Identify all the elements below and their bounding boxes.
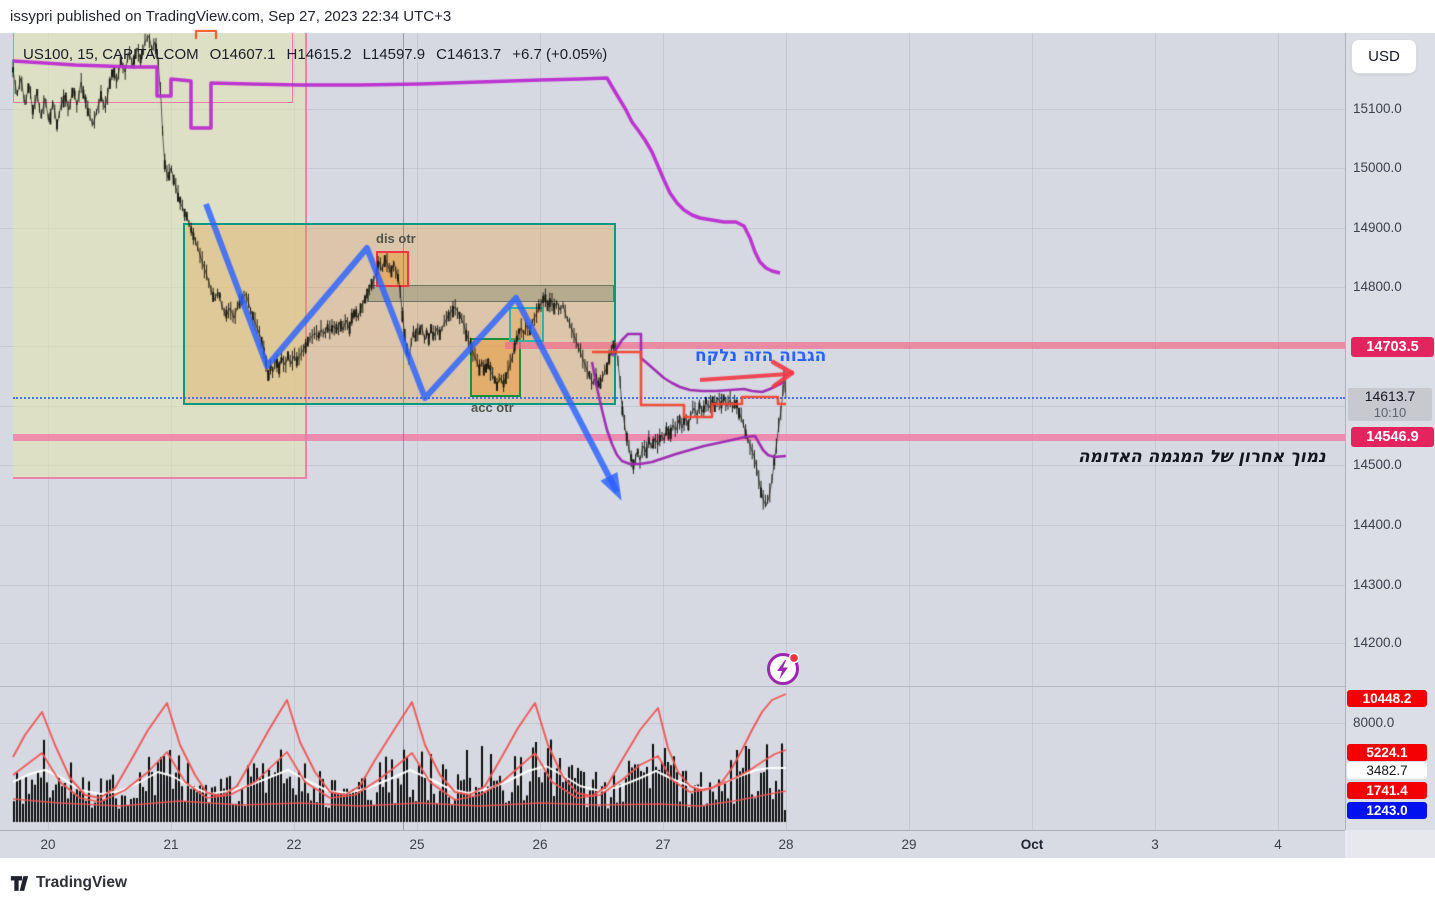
- volume-mid-band-badge: 5224.1: [1347, 744, 1427, 761]
- volume-upper-band-badge: 10448.2: [1347, 690, 1427, 707]
- flash-publish-icon[interactable]: [764, 648, 804, 688]
- current-price-value: 14613.7: [1364, 388, 1416, 404]
- resistance-price-badge: 14703.5: [1351, 337, 1434, 357]
- red-arrow-drawing[interactable]: [688, 362, 796, 390]
- grid-line-vertical: [1031, 33, 1033, 830]
- grid-line-horizontal: [0, 643, 1345, 644]
- price-tick-label: 14500.0: [1353, 457, 1402, 472]
- annotation-high-taken[interactable]: הגבוה הזה נלקח: [695, 346, 827, 366]
- price-tick-label: 14900.0: [1353, 220, 1402, 235]
- level-14703-band[interactable]: [505, 342, 1345, 349]
- grid-line-vertical: [1154, 33, 1156, 830]
- time-tick-label: 28: [778, 837, 794, 852]
- tradingview-logo-text: TradingView: [36, 874, 128, 891]
- price-tick-label: 14300.0: [1353, 577, 1402, 592]
- support-price-badge: 14546.9: [1351, 427, 1434, 447]
- time-tick-label: 29: [901, 837, 917, 852]
- tradingview-logo[interactable]: TradingView: [10, 874, 127, 892]
- pink-rect-drawing[interactable]: [13, 33, 293, 103]
- time-tick-label: 26: [532, 837, 548, 852]
- volume-lower-band-badge: 1741.4: [1347, 782, 1427, 799]
- price-tick-label: 8000.0: [1353, 715, 1395, 730]
- grid-line-vertical: [785, 33, 787, 830]
- time-tick-label: 21: [163, 837, 179, 852]
- attribution-bar: issypri published on TradingView.com, Se…: [0, 0, 1435, 33]
- attribution-text: issypri published on TradingView.com, Se…: [10, 8, 452, 25]
- time-tick-label: Oct: [1020, 837, 1044, 852]
- currency-label: USD: [1368, 48, 1400, 65]
- grid-line-horizontal: [0, 525, 1345, 526]
- price-tick-label: 14200.0: [1353, 635, 1402, 650]
- grid-line-horizontal: [0, 585, 1345, 586]
- price-tick-label: 14400.0: [1353, 517, 1402, 532]
- currency-toggle-button[interactable]: USD: [1351, 39, 1417, 74]
- legend-change: +6.7 (+0.05%): [512, 46, 608, 63]
- grid-line-vertical: [1277, 33, 1279, 830]
- time-tick-label: 25: [409, 837, 425, 852]
- time-tick-label: 27: [655, 837, 671, 852]
- legend-symbol: US100, 15, CAPITALCOM: [23, 46, 199, 63]
- legend-high: H14615.2: [286, 46, 352, 63]
- dis-otr-label: dis otr: [376, 231, 416, 246]
- price-tick-label: 15000.0: [1353, 160, 1402, 175]
- current-price-badge: 14613.7 10:10: [1348, 388, 1432, 421]
- acc-otr-label: acc otr: [471, 400, 514, 415]
- footer-area: [0, 858, 1435, 906]
- pane-separator[interactable]: [0, 686, 1345, 687]
- volume-last-badge: 1243.0: [1347, 802, 1427, 819]
- time-axis[interactable]: [0, 830, 1345, 859]
- legend-close: C14613.7: [436, 46, 502, 63]
- legend-low: L14597.9: [362, 46, 426, 63]
- price-tick-label: 14800.0: [1353, 279, 1402, 294]
- time-tick-label: 3: [1151, 837, 1159, 852]
- time-tick-label: 20: [40, 837, 56, 852]
- symbol-legend[interactable]: US100, 15, CAPITALCOM O14607.1 H14615.2 …: [23, 46, 607, 63]
- annotation-last-low[interactable]: נמוך אחרון של המגמה האדומה: [1078, 447, 1326, 467]
- zigzag-arrow-drawing[interactable]: [206, 204, 622, 504]
- grid-line-vertical: [662, 33, 664, 830]
- tradingview-logo-icon: [10, 875, 29, 891]
- volume-ma-badge: 3482.7: [1347, 762, 1427, 779]
- bar-countdown: 10:10: [1373, 405, 1407, 420]
- time-tick-label: 22: [286, 837, 302, 852]
- price-tick-label: 15100.0: [1353, 101, 1402, 116]
- grid-line-vertical: [908, 33, 910, 830]
- axis-corner: [1345, 830, 1435, 858]
- grid-line-horizontal: [0, 723, 1345, 724]
- time-tick-label: 4: [1274, 837, 1282, 852]
- legend-open: O14607.1: [209, 46, 276, 63]
